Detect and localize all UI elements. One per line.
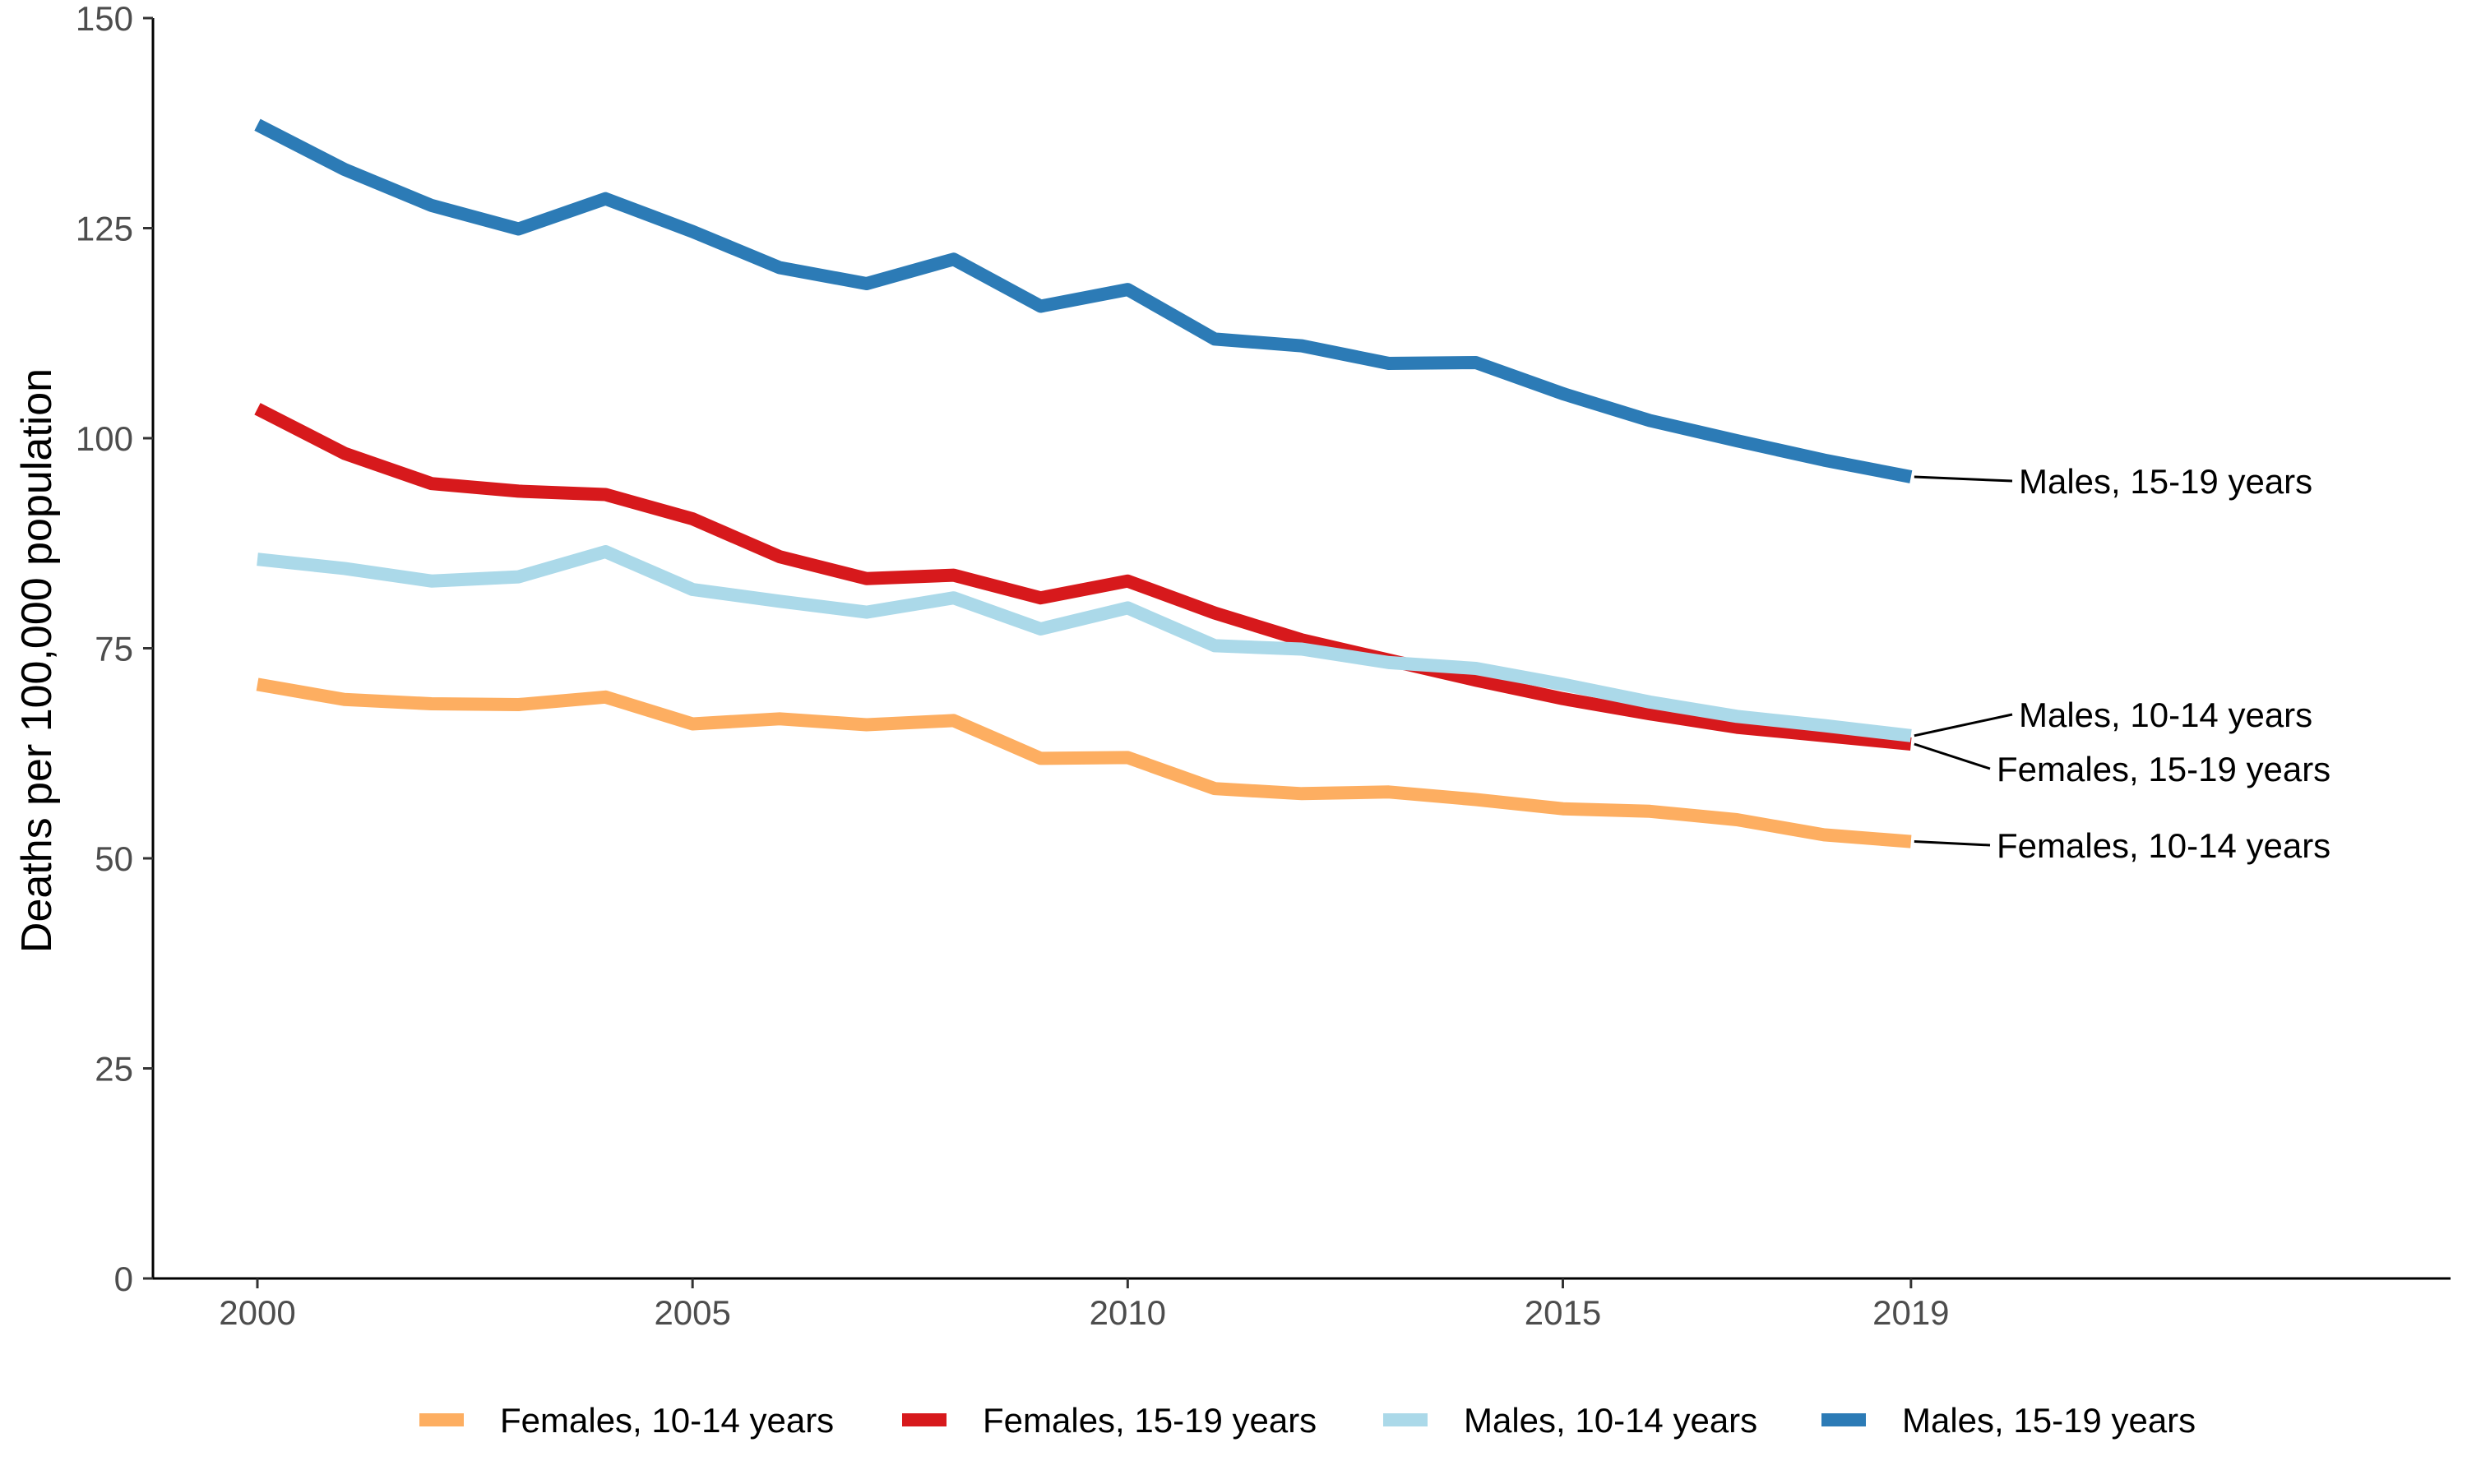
x-tick-label: 2005 bbox=[654, 1293, 730, 1332]
axes: 0 25 50 75 100 125 150 2000 2005 2010 2015 2019 Deat… bbox=[13, 0, 2451, 1332]
x-tick-label: 2010 bbox=[1090, 1293, 1166, 1332]
end-labels: Females, 10-14 years Females, 15-19 years… bbox=[1914, 462, 2330, 865]
legend-item-females-15-19-years: Females, 15-19 years bbox=[902, 1401, 1317, 1440]
end-label-leader bbox=[1914, 713, 2013, 737]
legend-label: Males, 15-19 years bbox=[1902, 1401, 2196, 1440]
end-label-leader bbox=[1914, 840, 1991, 847]
series-lines bbox=[254, 118, 1913, 848]
legend-item-males-10-14-years: Males, 10-14 years bbox=[1383, 1401, 1757, 1440]
series-line-males-10-14-years bbox=[257, 545, 1912, 742]
end-label-leader bbox=[1914, 742, 1991, 770]
end-label-males-10-14-years: Males, 10-14 years bbox=[2019, 696, 2312, 734]
end-label-females-10-14-years: Females, 10-14 years bbox=[1997, 826, 2330, 865]
end-label-leader bbox=[1914, 475, 2013, 483]
legend-label: Females, 10-14 years bbox=[500, 1401, 834, 1440]
legend-label: Females, 15-19 years bbox=[983, 1401, 1317, 1440]
series-line-females-15-19-years bbox=[254, 403, 1912, 751]
y-tick-label: 75 bbox=[95, 630, 133, 668]
y-tick-label: 100 bbox=[76, 419, 133, 458]
y-tick-label: 25 bbox=[95, 1050, 133, 1089]
series-line-females-10-14-years bbox=[256, 677, 1912, 848]
legend-label: Males, 10-14 years bbox=[1464, 1401, 1757, 1440]
y-tick-label: 125 bbox=[76, 210, 133, 248]
y-tick-label: 150 bbox=[76, 0, 133, 38]
x-tick-label: 2019 bbox=[1872, 1293, 1949, 1332]
x-tick-label: 2000 bbox=[219, 1293, 295, 1332]
y-tick-label: 50 bbox=[95, 839, 133, 878]
end-label-females-15-19-years: Females, 15-19 years bbox=[1997, 750, 2330, 788]
end-label-males-15-19-years: Males, 15-19 years bbox=[2019, 462, 2312, 501]
legend-item-males-15-19-years: Males, 15-19 years bbox=[1821, 1401, 2196, 1440]
y-tick-label: 0 bbox=[114, 1260, 133, 1298]
legend: Females, 10-14 years Females, 15-19 years… bbox=[419, 1401, 2196, 1440]
y-axis-title: Deaths per 100,000 population bbox=[13, 368, 61, 953]
legend-item-females-10-14-years: Females, 10-14 years bbox=[419, 1401, 834, 1440]
x-tick-label: 2015 bbox=[1525, 1293, 1601, 1332]
series-line-males-15-19-years bbox=[254, 118, 1913, 483]
